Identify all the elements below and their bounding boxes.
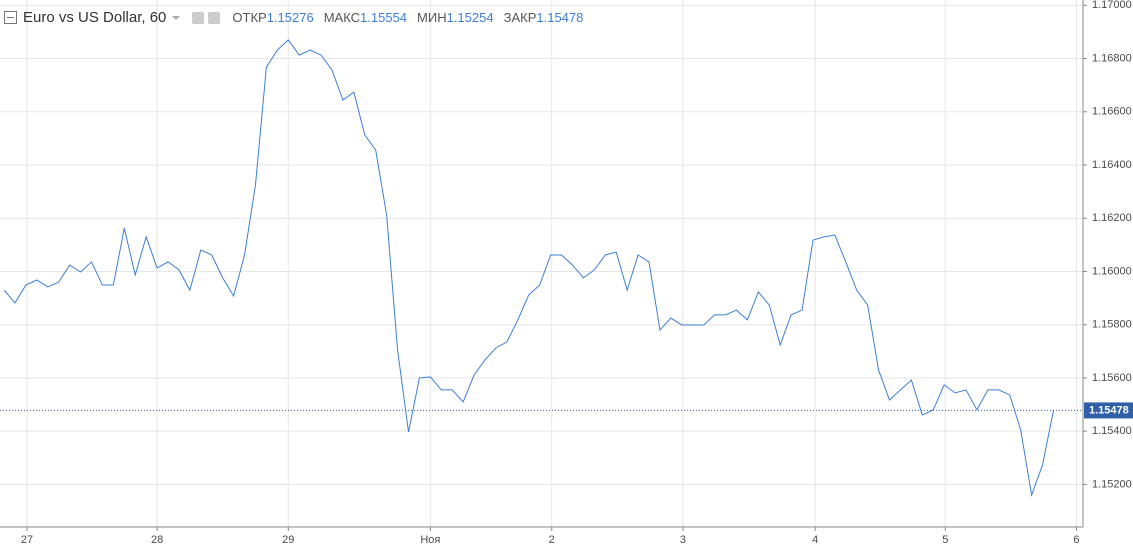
y-tick-label: 1.17000 [1092,0,1132,11]
close-label: ЗАКР [503,10,537,25]
dropdown[interactable] [172,15,181,20]
high-label: МАКС [323,10,361,25]
y-tick-label: 1.15800 [1092,319,1132,331]
x-tick-label: 2 [549,534,555,546]
y-tick-label: 1.16600 [1092,106,1132,118]
x-tick-label: 5 [942,534,948,546]
low-value: 1.15254 [446,10,494,25]
last-price-label: 1.15478 [1089,404,1129,416]
last-price-badge [1084,402,1133,419]
x-tick-label: Ноя [420,534,440,546]
legend-header: Euro vs US Dollar, 60 ОТКР 1.15276 МАКС … [4,9,593,26]
collapse-button[interactable] [4,11,17,24]
x-tick-label: 6 [1073,534,1079,546]
x-tick-label: 4 [812,534,818,546]
open-label: ОТКР [232,10,267,25]
price-line [3,39,1054,498]
y-tick-label: 1.15400 [1092,425,1132,437]
settings-icon[interactable] [208,11,221,24]
y-tick-label: 1.16000 [1092,265,1132,277]
x-tick-label: 28 [151,534,163,546]
settings-icon[interactable] [192,11,205,24]
symbol-title: Euro vs US Dollar, 60 [23,9,167,26]
close-value: 1.15478 [536,10,584,25]
x-tick-label: 29 [282,534,294,546]
y-tick-label: 1.16400 [1092,159,1132,171]
x-tick-label: 27 [21,534,33,546]
open-value: 1.15276 [266,10,314,25]
high-value: 1.15554 [360,10,408,25]
y-tick-label: 1.15600 [1092,372,1132,384]
y-tick-label: 1.16200 [1092,212,1132,224]
y-tick-label: 1.15200 [1092,478,1132,490]
y-tick-label: 1.16800 [1092,52,1132,64]
x-tick-label: 3 [680,534,686,546]
low-label: МИН [417,10,447,25]
